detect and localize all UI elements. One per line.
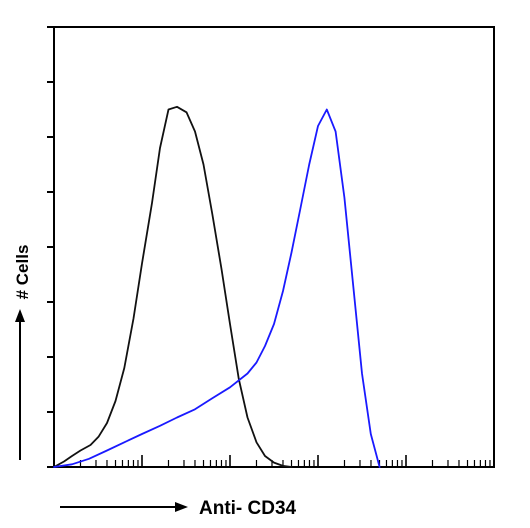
y-axis-label: # Cells [13,245,32,300]
x-axis-label: Anti- CD34 [199,498,297,519]
series-line-2 [53,108,381,468]
y-axis-arrow-head [15,309,25,322]
series-line-1 [53,105,293,468]
x-axis-arrow-head [175,502,188,512]
x-ticks [53,455,495,467]
series-layer [53,105,381,468]
y-ticks [47,26,54,468]
plot-frame [53,26,495,468]
